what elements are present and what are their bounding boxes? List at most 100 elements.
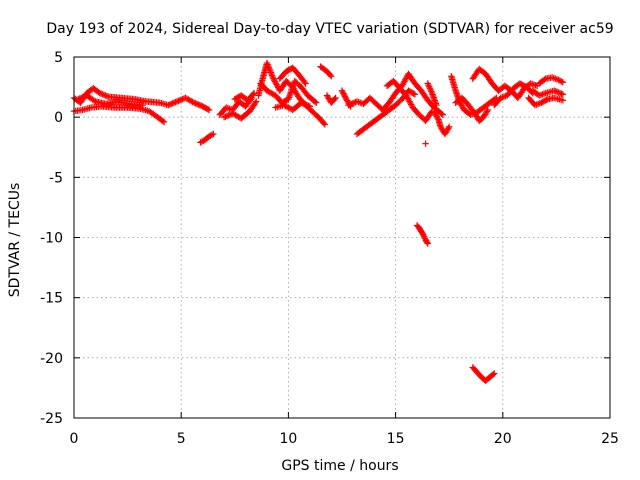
data-point — [103, 92, 111, 100]
data-point — [306, 103, 314, 110]
data-point — [331, 95, 338, 103]
data-point — [192, 100, 199, 107]
data-point — [189, 98, 196, 106]
data-point — [434, 114, 441, 122]
y-axis-label: SDTVAR / TECUs — [7, 183, 23, 298]
data-point — [75, 95, 82, 103]
data-point — [439, 111, 446, 118]
grid-lines — [74, 57, 610, 418]
data-point — [208, 131, 216, 139]
plot-frame — [73, 56, 611, 419]
data-point — [484, 106, 491, 114]
data-point — [556, 89, 564, 97]
y-tick-label: -15 — [40, 291, 63, 307]
data-point — [340, 90, 347, 97]
data-point — [96, 89, 103, 97]
x-tick-label: 0 — [70, 431, 79, 447]
data-point — [170, 99, 178, 106]
data-point — [332, 94, 339, 102]
data-point — [223, 112, 231, 120]
data-point — [303, 101, 311, 109]
data-point — [305, 102, 312, 109]
data-point — [205, 106, 213, 114]
data-points — [70, 59, 567, 384]
data-point — [172, 98, 179, 106]
x-tick-labels: 0 5 10 15 20 25 — [70, 431, 619, 447]
data-point — [559, 79, 567, 86]
data-point — [491, 370, 498, 377]
y-tick-labels: -25 -20 -15 -10 -5 0 5 — [40, 50, 63, 427]
data-point — [253, 98, 260, 105]
x-tick-label: 20 — [494, 431, 512, 447]
data-point — [173, 98, 181, 105]
data-point — [169, 100, 176, 107]
data-point — [530, 81, 538, 88]
data-point — [445, 125, 452, 132]
data-point — [559, 97, 567, 104]
data-point — [100, 91, 108, 99]
data-point — [552, 88, 559, 95]
data-point — [559, 91, 567, 98]
data-point — [433, 101, 440, 109]
data-point — [422, 140, 429, 147]
data-point — [424, 240, 431, 247]
data-point — [165, 101, 172, 109]
data-point — [338, 87, 346, 94]
y-tick-label: -20 — [40, 351, 63, 367]
data-point — [340, 91, 348, 99]
data-point — [328, 73, 335, 80]
data-point — [99, 91, 106, 98]
data-point — [175, 97, 182, 105]
data-point — [555, 89, 562, 96]
data-point — [190, 99, 198, 106]
data-point — [348, 100, 355, 108]
x-axis-label: GPS time / hours — [281, 458, 398, 474]
data-point — [222, 113, 229, 120]
data-point — [252, 99, 259, 107]
data-point — [176, 97, 183, 104]
data-point — [79, 94, 86, 101]
y-tick-label: 5 — [54, 50, 63, 66]
data-point — [558, 78, 565, 85]
data-point — [346, 101, 354, 108]
data-point — [102, 92, 109, 99]
data-point — [411, 91, 419, 98]
data-point — [350, 99, 358, 106]
data-point — [302, 80, 309, 87]
chart-title: Day 193 of 2024, Sidereal Day-to-day VTE… — [46, 21, 613, 37]
data-point — [204, 106, 211, 113]
data-point — [225, 112, 232, 119]
data-point — [300, 100, 308, 108]
data-point — [139, 101, 146, 109]
data-point — [438, 110, 445, 117]
data-point — [551, 87, 558, 94]
data-point — [446, 123, 453, 130]
data-point — [193, 100, 201, 108]
x-tick-label: 15 — [387, 431, 405, 447]
data-point — [339, 88, 346, 96]
data-point — [299, 100, 306, 107]
data-point — [250, 89, 258, 97]
data-point — [313, 99, 320, 106]
data-point — [321, 121, 329, 128]
data-point — [166, 101, 173, 108]
data-point — [341, 93, 349, 100]
data-point — [220, 113, 228, 121]
data-point — [558, 90, 565, 97]
data-point — [298, 99, 305, 106]
data-point — [410, 90, 417, 97]
data-point — [210, 130, 217, 138]
y-tick-label: -25 — [40, 411, 63, 427]
data-point — [327, 71, 334, 79]
data-point — [349, 100, 356, 107]
y-tick-label: -10 — [40, 231, 63, 247]
data-point — [320, 119, 327, 127]
data-point — [196, 101, 203, 109]
data-point — [345, 101, 352, 109]
data-point — [543, 96, 550, 104]
data-point — [167, 100, 175, 108]
y-tick-label: -5 — [49, 170, 63, 186]
data-point — [195, 101, 202, 108]
x-tick-label: 10 — [279, 431, 297, 447]
